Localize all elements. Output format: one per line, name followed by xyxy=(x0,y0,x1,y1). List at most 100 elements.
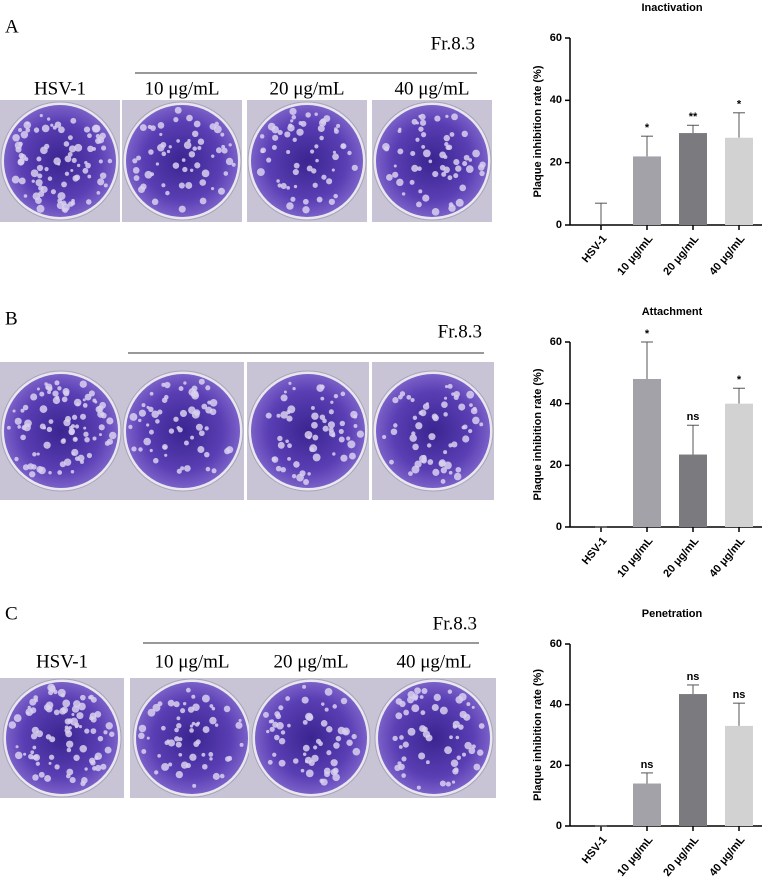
plate-well xyxy=(126,105,238,217)
plaque xyxy=(136,155,142,161)
plaque xyxy=(287,456,291,461)
plaque xyxy=(217,187,225,195)
plaque xyxy=(141,403,146,408)
plaque xyxy=(283,390,287,394)
plaque xyxy=(68,145,76,153)
plaque xyxy=(286,149,291,154)
plaque xyxy=(70,470,75,474)
plaque xyxy=(319,414,326,420)
plaque xyxy=(311,168,317,174)
plaque xyxy=(468,747,476,755)
plaque xyxy=(94,755,99,760)
plaque xyxy=(447,689,453,694)
plaque xyxy=(97,410,105,418)
plaque xyxy=(448,204,456,212)
plaque xyxy=(209,704,214,708)
plaque xyxy=(395,698,403,705)
plaque xyxy=(80,413,87,420)
plaque xyxy=(94,400,98,404)
plaque xyxy=(319,778,324,784)
significance-label: ns xyxy=(687,411,700,423)
plaque xyxy=(211,154,215,158)
plaque xyxy=(418,126,424,132)
plaque xyxy=(419,113,426,121)
plaque xyxy=(462,435,470,443)
plaque xyxy=(205,406,213,414)
plaque xyxy=(443,396,448,400)
plaque xyxy=(472,149,480,158)
plaque xyxy=(315,158,319,163)
plaque xyxy=(280,411,288,419)
plaque xyxy=(137,186,145,194)
plaque xyxy=(332,153,339,161)
plaque xyxy=(301,696,309,704)
plaque xyxy=(451,441,458,448)
plaque xyxy=(78,702,86,711)
plaque xyxy=(441,401,448,408)
plaque xyxy=(309,444,318,453)
plaque xyxy=(11,175,20,184)
plaque xyxy=(30,707,37,714)
plaque xyxy=(18,152,25,159)
plaque xyxy=(204,451,210,458)
plaque xyxy=(292,137,297,143)
plaque xyxy=(152,703,161,712)
plaque xyxy=(426,443,432,448)
plaque xyxy=(292,168,299,176)
plaque xyxy=(326,178,333,185)
plaque xyxy=(149,448,153,453)
plaque xyxy=(147,124,152,130)
x-tick-label: 40 μg/mL xyxy=(707,233,747,278)
plaque xyxy=(401,756,407,762)
plaque xyxy=(15,745,19,749)
plaque xyxy=(47,117,51,121)
plaque xyxy=(173,416,179,422)
plaque xyxy=(97,735,104,742)
plaque xyxy=(54,764,60,770)
plaque xyxy=(48,754,55,760)
plaque xyxy=(464,741,472,750)
plaque xyxy=(335,735,342,742)
plaque xyxy=(95,764,102,772)
plaque xyxy=(44,382,48,386)
plaque xyxy=(98,433,103,437)
plaque xyxy=(463,154,470,161)
plaque xyxy=(414,687,421,694)
plaque xyxy=(422,149,431,158)
plaque xyxy=(227,755,233,762)
plaque xyxy=(333,193,338,199)
plaque xyxy=(88,695,92,700)
bar xyxy=(633,783,661,826)
y-tick-label: 20 xyxy=(550,157,562,169)
plaque xyxy=(265,412,272,419)
plaque xyxy=(176,716,181,721)
plaque xyxy=(39,423,46,430)
plaque xyxy=(57,162,61,166)
plaque xyxy=(280,394,288,402)
plaque xyxy=(164,453,168,457)
plaque xyxy=(191,694,196,699)
plaque xyxy=(409,179,415,185)
plaque xyxy=(205,385,211,391)
plaque xyxy=(328,409,334,415)
group-label: Fr.8.3 xyxy=(431,33,475,54)
plaque xyxy=(214,723,219,727)
plaque xyxy=(346,739,353,746)
plaque xyxy=(7,425,11,430)
plaque xyxy=(66,768,74,776)
plaque xyxy=(412,415,418,421)
plaque xyxy=(191,385,198,392)
plaque xyxy=(324,771,330,778)
plaque xyxy=(456,755,462,760)
plaque xyxy=(420,132,427,138)
plaque xyxy=(208,752,214,757)
plaque xyxy=(443,412,448,417)
plaque xyxy=(461,752,467,757)
plaque xyxy=(174,106,182,114)
plaque xyxy=(39,405,48,413)
plaque xyxy=(476,749,484,756)
x-tick-label: 20 μg/mL xyxy=(661,233,701,278)
plaque xyxy=(55,395,60,400)
plaque xyxy=(151,198,159,206)
plaque xyxy=(444,461,452,470)
